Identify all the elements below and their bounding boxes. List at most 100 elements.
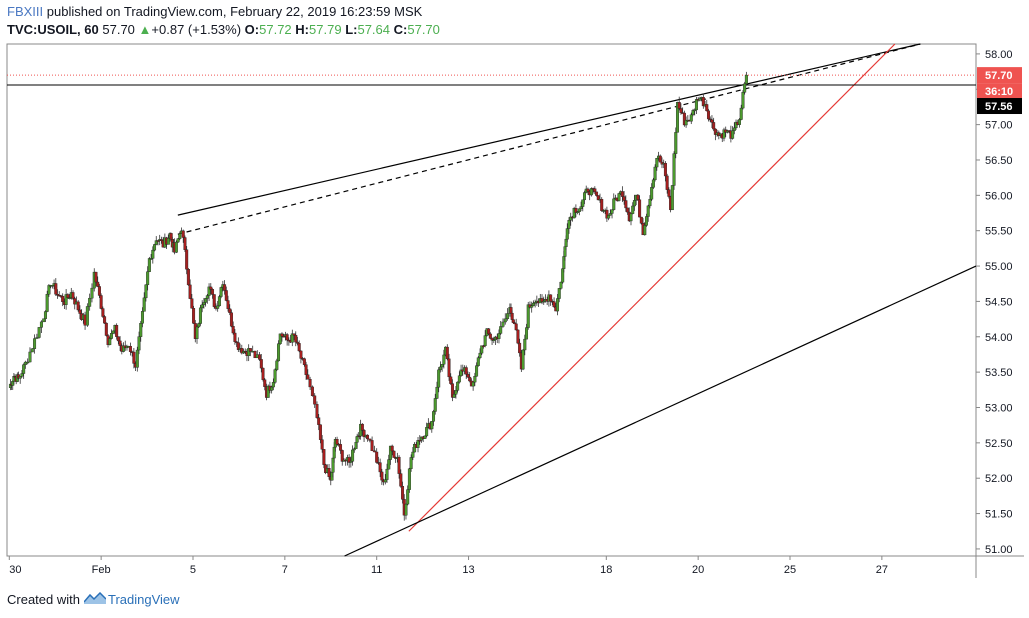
- tradingview-brand-link[interactable]: TradingView: [107, 592, 180, 607]
- time-axis[interactable]: 30 Feb 5 7 11 13 18 20 25 27: [8, 556, 888, 576]
- candle-up: [608, 213, 612, 216]
- candle-down: [115, 324, 119, 337]
- candle-down: [248, 348, 252, 352]
- candle-up: [693, 109, 697, 112]
- candle-down: [540, 298, 544, 303]
- candle-up: [351, 449, 355, 462]
- price-axis[interactable]: 51.00 51.50 52.00 52.50 53.00 53.50 54.00 54.50…: [976, 49, 1013, 556]
- candle-down: [212, 294, 216, 307]
- author-name[interactable]: FBXIII: [7, 4, 44, 19]
- candle-up: [42, 318, 46, 323]
- candle-up: [459, 369, 463, 376]
- candle-down: [677, 102, 681, 109]
- candle-up: [473, 376, 477, 383]
- candle-up: [207, 286, 211, 296]
- candle-down: [449, 376, 453, 384]
- candle-up: [456, 381, 460, 391]
- candle-down: [294, 334, 298, 343]
- candle-down: [549, 294, 553, 302]
- candle-down: [667, 189, 671, 197]
- candle-up: [20, 373, 24, 377]
- candle-up: [153, 244, 157, 251]
- candle-up: [409, 457, 413, 469]
- candle-down: [605, 209, 609, 219]
- candle-down: [552, 301, 556, 308]
- candle-up: [88, 297, 92, 307]
- candle-down: [510, 312, 514, 320]
- candle-up: [503, 318, 507, 323]
- candle-up: [147, 258, 151, 272]
- candle-down: [228, 308, 232, 313]
- candle-up: [612, 198, 616, 210]
- candle-down: [118, 340, 122, 346]
- candle-down: [487, 328, 491, 335]
- candle-up: [521, 349, 525, 370]
- price-tick-label: 58.00: [985, 49, 1013, 61]
- price-tick-label: 54.50: [985, 296, 1013, 308]
- candle-up: [142, 297, 146, 312]
- candle-down: [235, 341, 239, 343]
- candle-up: [205, 295, 209, 299]
- candle-down: [401, 486, 405, 500]
- candle-up: [216, 305, 220, 309]
- candle-up: [530, 305, 534, 308]
- candle-up: [691, 110, 695, 115]
- candle-down: [713, 128, 717, 135]
- candle-down: [192, 308, 196, 324]
- candle-down: [128, 345, 132, 352]
- candle-up: [629, 213, 633, 222]
- candle-up: [433, 398, 437, 412]
- candle-up: [646, 205, 650, 217]
- candle-down: [78, 309, 82, 314]
- candle-down: [636, 194, 640, 200]
- change-up-icon: ▲: [138, 22, 152, 37]
- candle-down: [240, 348, 244, 354]
- candle-down: [366, 434, 370, 440]
- candle-up: [178, 233, 182, 239]
- candle-down: [464, 367, 468, 375]
- candle-up: [526, 304, 530, 328]
- crosshair-price-tag-label: 57.56: [985, 101, 1013, 113]
- candle-down: [445, 346, 449, 360]
- candle-up: [174, 241, 178, 253]
- candle-up: [435, 386, 439, 399]
- candle-up: [202, 302, 206, 305]
- candle-down: [101, 308, 105, 317]
- price-tick-label: 53.50: [985, 367, 1013, 379]
- candle-up: [352, 448, 356, 451]
- candle-down: [310, 386, 314, 397]
- candle-up: [111, 330, 115, 334]
- candle-up: [492, 339, 496, 341]
- candle-down: [259, 359, 263, 369]
- candle-up: [349, 461, 353, 463]
- candle-up: [50, 285, 54, 287]
- last-price-tag-label: 57.70: [985, 70, 1013, 82]
- candle-up: [741, 92, 745, 109]
- candle-down: [626, 207, 630, 213]
- candle-down: [593, 188, 597, 193]
- tradingview-logo-icon: [83, 591, 107, 607]
- candles-layer: [8, 71, 748, 521]
- candle-up: [416, 440, 420, 448]
- candle-down: [488, 333, 492, 339]
- crosshair-price-tag-bg: [977, 98, 1022, 115]
- candle-down: [665, 175, 669, 190]
- candle-up: [631, 205, 635, 214]
- candle-down: [370, 440, 374, 451]
- candle-up: [442, 354, 446, 365]
- candle-down: [302, 358, 306, 365]
- candle-down: [73, 298, 77, 305]
- candle-up: [195, 326, 199, 339]
- candle-up: [739, 107, 743, 120]
- candle-up: [39, 321, 43, 328]
- candle-down: [99, 295, 103, 309]
- candle-down: [399, 473, 403, 487]
- candle-up: [137, 336, 141, 351]
- candle-up: [146, 271, 150, 286]
- candle-down: [66, 294, 70, 298]
- candle-down: [320, 439, 324, 450]
- candle-up: [542, 300, 546, 303]
- candle-down: [347, 457, 351, 463]
- candle-up: [567, 220, 571, 229]
